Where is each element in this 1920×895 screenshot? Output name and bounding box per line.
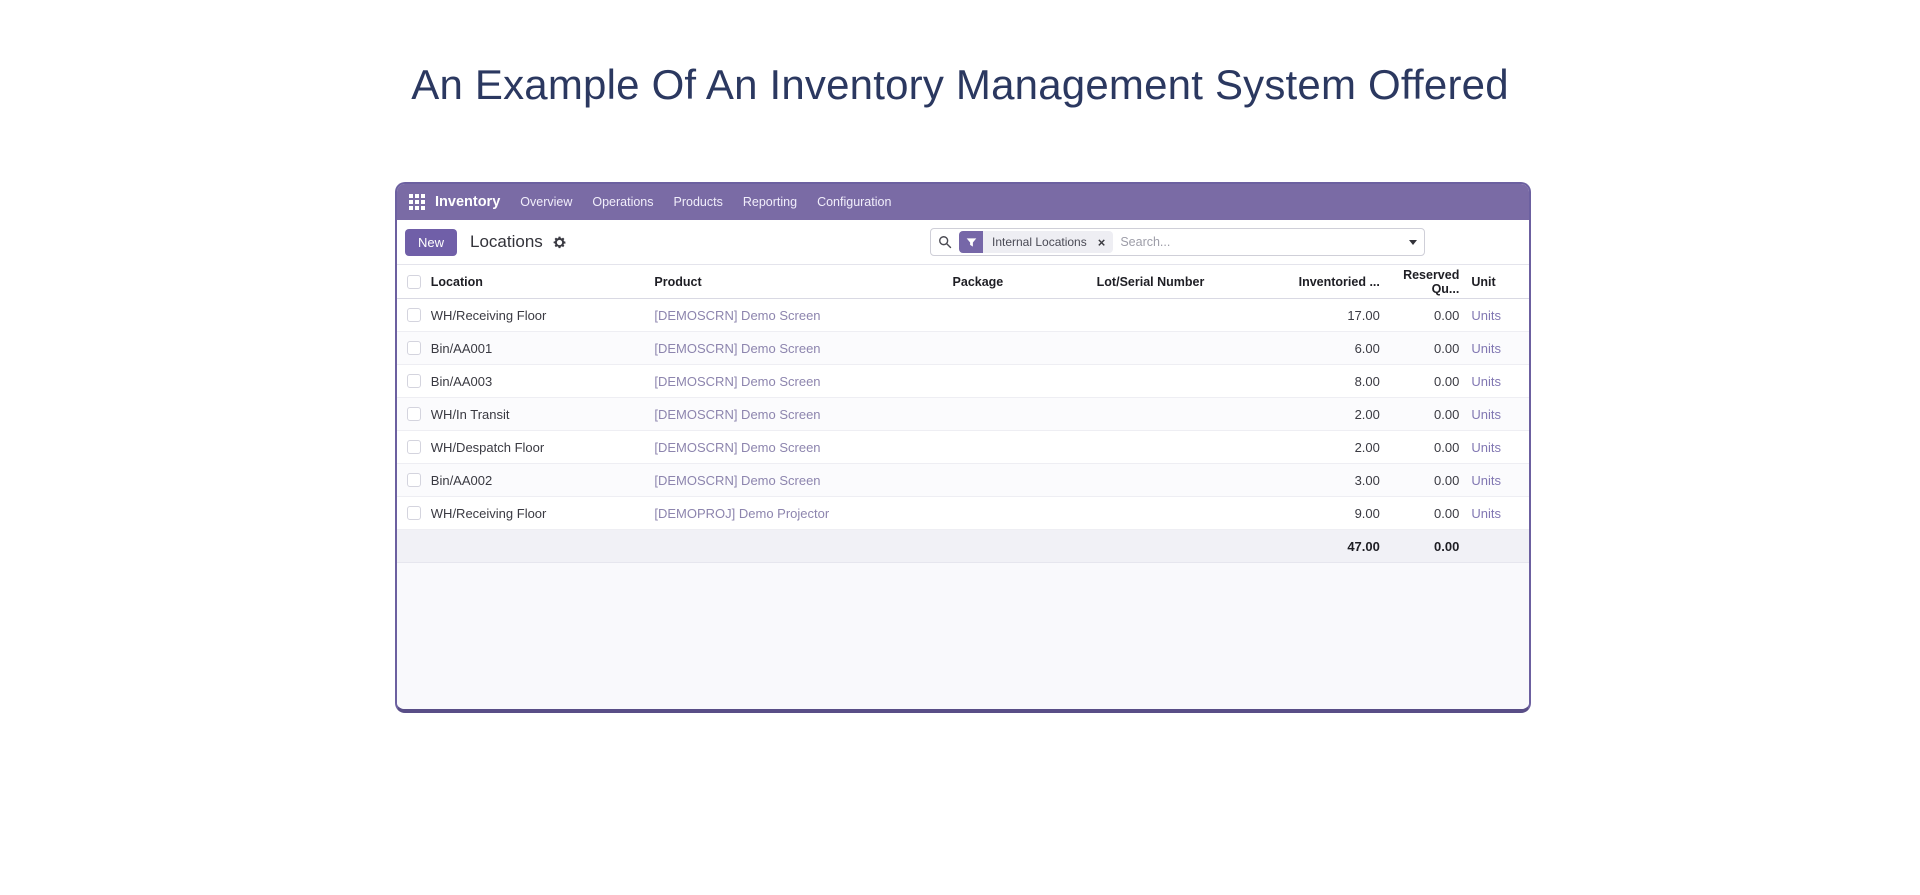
row-checkbox[interactable] — [406, 341, 421, 355]
header-inventoried[interactable]: Inventoried ... — [1298, 274, 1380, 289]
row-checkbox[interactable] — [406, 407, 421, 421]
table-row[interactable]: WH/In Transit [DEMOSCRN] Demo Screen 2.0… — [397, 398, 1529, 431]
cell-reserved: 0.00 — [1434, 439, 1460, 455]
cell-product: [DEMOSCRN] Demo Screen — [654, 307, 821, 323]
total-inventoried: 47.00 — [1347, 538, 1380, 554]
filter-tag-label: Internal Locations — [992, 235, 1087, 249]
cell-location: Bin/AA001 — [430, 340, 493, 356]
cell-unit: Units — [1471, 373, 1501, 389]
gear-icon[interactable] — [552, 235, 567, 250]
table-total-row: 47.00 0.00 — [397, 530, 1529, 563]
cell-location: Bin/AA002 — [430, 472, 493, 488]
cell-product: [DEMOSCRN] Demo Screen — [654, 340, 821, 356]
cell-location: Bin/AA003 — [430, 373, 493, 389]
filter-remove-icon[interactable]: × — [1097, 234, 1106, 250]
nav-item-operations[interactable]: Operations — [592, 195, 654, 209]
new-button[interactable]: New — [405, 228, 458, 256]
cell-unit: Units — [1471, 439, 1501, 455]
row-checkbox[interactable] — [406, 440, 421, 454]
header-location[interactable]: Location — [430, 274, 483, 289]
list-empty-area — [397, 563, 1529, 709]
app-name[interactable]: Inventory — [435, 194, 501, 210]
filter-funnel-icon[interactable] — [959, 231, 983, 253]
nav-item-configuration[interactable]: Configuration — [817, 195, 892, 209]
cell-location: WH/Receiving Floor — [430, 505, 547, 521]
header-product[interactable]: Product — [654, 274, 702, 289]
cell-location: WH/Receiving Floor — [430, 307, 547, 323]
cell-reserved: 0.00 — [1434, 472, 1460, 488]
search-filter-tag: Internal Locations × — [959, 231, 1114, 253]
select-all-checkbox[interactable] — [406, 274, 421, 289]
app-navbar: Inventory Overview Operations Products R… — [397, 184, 1529, 220]
row-checkbox[interactable] — [406, 506, 421, 520]
row-checkbox[interactable] — [406, 473, 421, 487]
table-row[interactable]: Bin/AA002 [DEMOSCRN] Demo Screen 3.00 0.… — [397, 464, 1529, 497]
cell-reserved: 0.00 — [1434, 505, 1460, 521]
cell-inventoried: 6.00 — [1354, 340, 1380, 356]
cell-reserved: 0.00 — [1434, 373, 1460, 389]
cell-product: [DEMOPROJ] Demo Projector — [654, 505, 830, 521]
cell-unit: Units — [1471, 505, 1501, 521]
inventory-app-window: Inventory Overview Operations Products R… — [395, 182, 1531, 713]
search-input[interactable] — [1120, 235, 1398, 249]
cell-location: WH/In Transit — [430, 406, 510, 422]
search-icon — [938, 235, 952, 249]
header-lot-serial[interactable]: Lot/Serial Number — [1096, 274, 1205, 289]
table-header-row: Location Product Package Lot/Serial Numb… — [397, 264, 1529, 299]
cell-unit: Units — [1471, 307, 1501, 323]
cell-product: [DEMOSCRN] Demo Screen — [654, 373, 821, 389]
search-bar[interactable]: Internal Locations × — [930, 228, 1425, 256]
page-title: An Example Of An Inventory Management Sy… — [411, 61, 1509, 108]
cell-unit: Units — [1471, 472, 1501, 488]
row-checkbox[interactable] — [406, 308, 421, 322]
cell-unit: Units — [1471, 406, 1501, 422]
table-row[interactable]: WH/Receiving Floor [DEMOSCRN] Demo Scree… — [397, 299, 1529, 332]
apps-grid-icon[interactable] — [409, 194, 425, 210]
cell-location: WH/Despatch Floor — [430, 439, 545, 455]
cell-reserved: 0.00 — [1434, 340, 1460, 356]
cell-inventoried: 8.00 — [1354, 373, 1380, 389]
header-reserved[interactable]: Reserved Qu... — [1403, 267, 1460, 296]
cell-unit: Units — [1471, 340, 1501, 356]
total-reserved: 0.00 — [1434, 538, 1460, 554]
nav-item-products[interactable]: Products — [673, 195, 723, 209]
cell-inventoried: 2.00 — [1354, 406, 1380, 422]
cell-reserved: 0.00 — [1434, 406, 1460, 422]
cell-product: [DEMOSCRN] Demo Screen — [654, 406, 821, 422]
table-row[interactable]: Bin/AA003 [DEMOSCRN] Demo Screen 8.00 0.… — [397, 365, 1529, 398]
nav-item-overview[interactable]: Overview — [520, 195, 573, 209]
cell-product: [DEMOSCRN] Demo Screen — [654, 472, 821, 488]
table-row[interactable]: WH/Receiving Floor [DEMOPROJ] Demo Proje… — [397, 497, 1529, 530]
cell-reserved: 0.00 — [1434, 307, 1460, 323]
breadcrumb-locations: Locations — [470, 232, 543, 251]
cell-inventoried: 9.00 — [1354, 505, 1380, 521]
table-row[interactable]: WH/Despatch Floor [DEMOSCRN] Demo Screen… — [397, 431, 1529, 464]
cell-inventoried: 3.00 — [1354, 472, 1380, 488]
row-checkbox[interactable] — [406, 374, 421, 388]
app-menu: Overview Operations Products Reporting C… — [520, 195, 891, 209]
search-dropdown-caret[interactable] — [1409, 239, 1417, 245]
nav-item-reporting[interactable]: Reporting — [742, 195, 798, 209]
control-bar: New Locations Internal Locations × — [397, 220, 1529, 264]
cell-inventoried: 17.00 — [1347, 307, 1380, 323]
header-package[interactable]: Package — [952, 274, 1004, 289]
cell-inventoried: 2.00 — [1354, 439, 1380, 455]
table-row[interactable]: Bin/AA001 [DEMOSCRN] Demo Screen 6.00 0.… — [397, 332, 1529, 365]
header-unit[interactable]: Unit — [1471, 274, 1496, 289]
cell-product: [DEMOSCRN] Demo Screen — [654, 439, 821, 455]
